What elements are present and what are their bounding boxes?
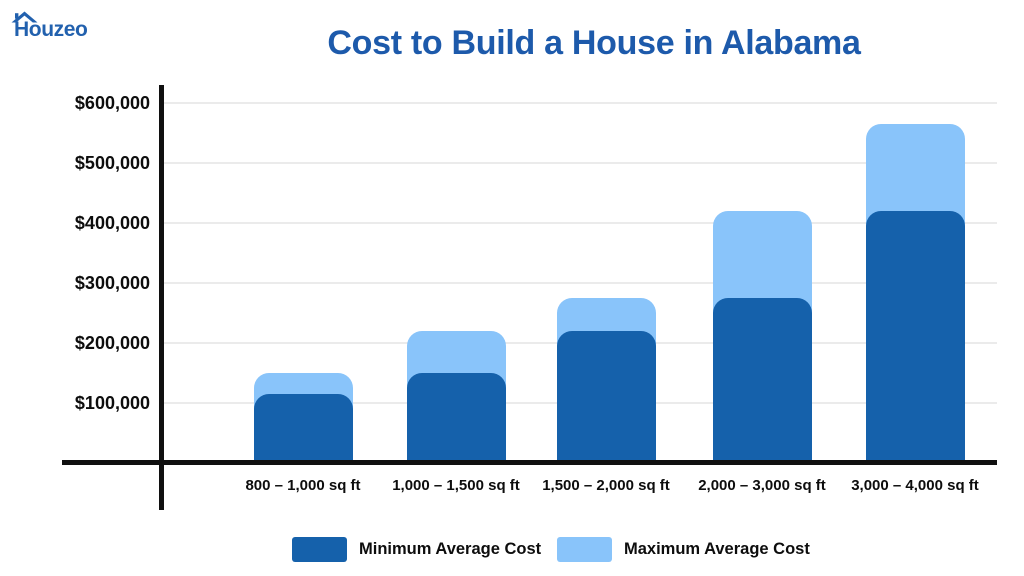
- legend-swatch-maximum: [557, 537, 612, 562]
- gridline: [163, 222, 997, 224]
- y-tick-label: $100,000: [74, 393, 150, 413]
- gridline: [163, 162, 997, 164]
- category-label: 2,000 – 3,000 sq ft: [698, 477, 826, 494]
- house-roof-icon: [11, 11, 38, 23]
- bar-minimum: [556, 331, 656, 464]
- y-tick-label: $200,000: [74, 333, 150, 353]
- y-tick-label: $300,000: [74, 273, 150, 293]
- bar-minimum: [712, 298, 812, 464]
- y-axis-line: [159, 85, 164, 510]
- bar-minimum: [253, 394, 353, 464]
- y-tick-label: $500,000: [74, 153, 150, 173]
- legend-label: Minimum Average Cost: [359, 540, 542, 558]
- category-label: 800 – 1,000 sq ft: [245, 477, 361, 494]
- legend-swatch-minimum: [292, 537, 347, 562]
- bar-minimum: [865, 211, 965, 464]
- chart-title: Cost to Build a House in Alabama: [327, 24, 861, 62]
- bar-minimum: [406, 373, 506, 464]
- y-tick-label: $600,000: [74, 93, 150, 113]
- logo-text: Houzeo: [14, 18, 88, 41]
- legend-item: Maximum Average Cost: [557, 536, 810, 563]
- category-label: 3,000 – 4,000 sq ft: [851, 477, 979, 494]
- gridline: [163, 282, 997, 284]
- legend-label: Maximum Average Cost: [624, 540, 810, 558]
- x-axis-line: [62, 460, 997, 465]
- y-tick-label: $400,000: [74, 213, 150, 233]
- category-label: 1,000 – 1,500 sq ft: [392, 477, 520, 494]
- category-label: 1,500 – 2,000 sq ft: [542, 477, 670, 494]
- houzeo-logo[interactable]: Houzeo: [11, 10, 88, 42]
- gridline: [163, 102, 997, 104]
- legend-item: Minimum Average Cost: [292, 536, 541, 563]
